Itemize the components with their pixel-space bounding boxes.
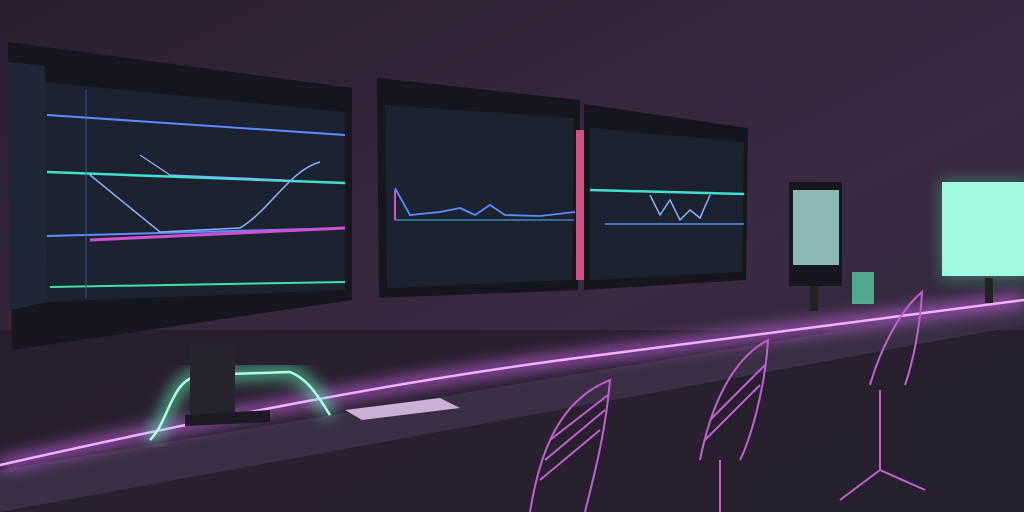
desk <box>0 300 1024 512</box>
screen-left <box>45 82 345 302</box>
chair <box>529 378 612 512</box>
pink-bar <box>576 130 584 280</box>
sidebar-panel <box>8 62 47 310</box>
keyboard <box>345 398 460 420</box>
chart-line <box>46 170 346 185</box>
monitor-left <box>8 42 352 426</box>
chart-line <box>649 194 711 222</box>
small-device <box>852 272 874 304</box>
chart-line <box>589 188 745 196</box>
monitor-middle <box>377 78 580 298</box>
screen-far-1 <box>793 190 839 265</box>
chart-line <box>46 114 346 136</box>
floor <box>0 330 1024 512</box>
screen-middle <box>385 105 574 288</box>
chart-line <box>49 281 346 288</box>
chart-line <box>394 187 576 217</box>
chart-line <box>139 154 286 181</box>
chart-line <box>89 226 346 242</box>
neon-light-strip <box>0 298 1024 467</box>
monitor-stand <box>190 345 235 415</box>
chair <box>699 338 770 512</box>
chair <box>839 289 926 501</box>
screen-far-2 <box>942 182 1024 276</box>
chart-line <box>89 161 321 233</box>
monitor-right-middle <box>576 104 748 290</box>
monitor-far-1 <box>789 182 842 311</box>
monitor-far-2 <box>940 180 1024 303</box>
